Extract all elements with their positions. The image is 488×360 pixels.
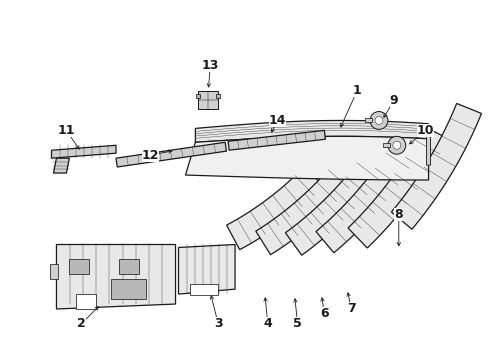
Polygon shape	[49, 264, 59, 279]
Text: 10: 10	[416, 124, 433, 137]
Text: 11: 11	[58, 124, 75, 137]
Polygon shape	[198, 91, 218, 109]
Polygon shape	[178, 244, 235, 294]
Text: 8: 8	[394, 208, 402, 221]
Text: 6: 6	[320, 307, 328, 320]
Text: 4: 4	[263, 318, 272, 330]
Polygon shape	[116, 142, 226, 167]
Circle shape	[374, 117, 382, 125]
Text: 13: 13	[201, 59, 219, 72]
Polygon shape	[365, 118, 371, 122]
Circle shape	[369, 112, 387, 129]
Polygon shape	[53, 158, 69, 173]
Polygon shape	[119, 260, 139, 274]
Polygon shape	[216, 94, 220, 98]
Text: 1: 1	[352, 84, 361, 97]
Text: 12: 12	[142, 149, 159, 162]
Polygon shape	[382, 143, 389, 147]
Polygon shape	[56, 244, 175, 309]
Text: 14: 14	[268, 114, 286, 127]
Polygon shape	[195, 121, 427, 142]
Polygon shape	[111, 279, 145, 299]
Polygon shape	[315, 140, 417, 253]
Polygon shape	[255, 159, 358, 255]
Polygon shape	[347, 126, 447, 248]
Circle shape	[387, 136, 405, 154]
Text: 3: 3	[213, 318, 222, 330]
Polygon shape	[228, 130, 325, 150]
Polygon shape	[226, 167, 323, 250]
Polygon shape	[196, 94, 200, 98]
Text: 7: 7	[346, 302, 355, 315]
Circle shape	[392, 141, 400, 149]
Text: 9: 9	[389, 94, 397, 107]
Polygon shape	[69, 260, 89, 274]
Polygon shape	[285, 151, 388, 255]
Text: 5: 5	[293, 318, 302, 330]
Polygon shape	[426, 129, 429, 165]
Polygon shape	[390, 103, 481, 229]
Polygon shape	[76, 294, 96, 309]
Polygon shape	[185, 136, 427, 180]
Polygon shape	[190, 284, 218, 295]
Polygon shape	[51, 145, 116, 158]
Text: 2: 2	[77, 318, 85, 330]
